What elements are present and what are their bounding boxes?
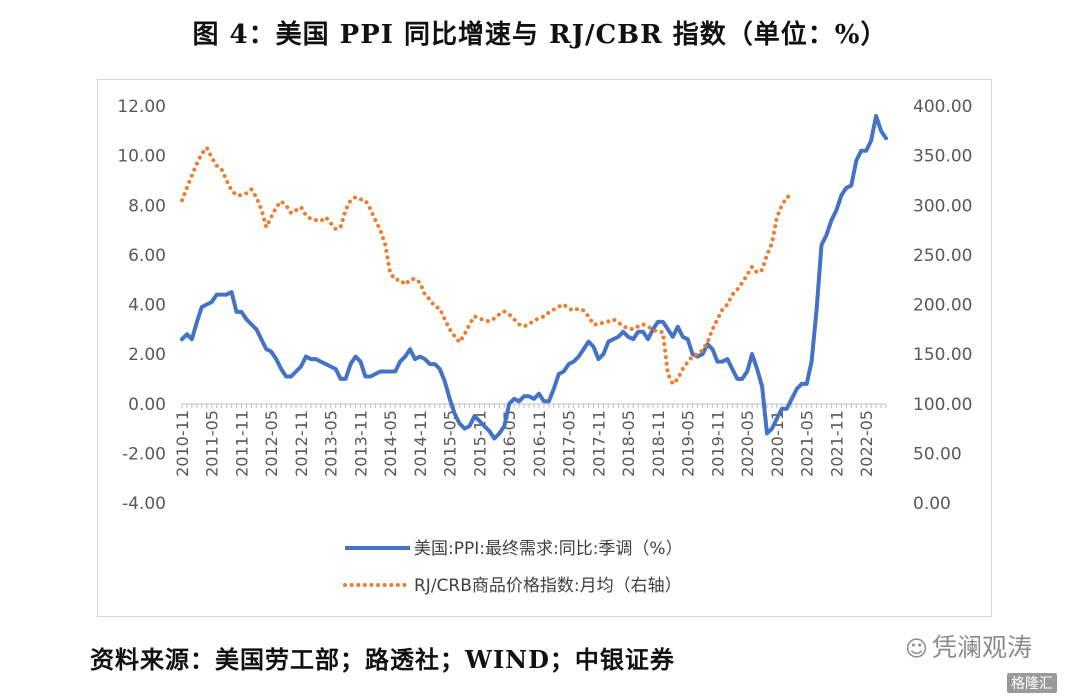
x-tick-label: 2021-11 <box>827 410 846 477</box>
y-left-tick-label: 10.00 <box>117 147 166 167</box>
x-tick-label: 2020-05 <box>738 410 757 477</box>
y-left-tick-label: 4.00 <box>128 296 166 316</box>
x-tick-label: 2014-05 <box>381 410 400 477</box>
source-note: 资料来源：美国劳工部；路透社；WIND；中银证券 <box>90 645 675 674</box>
x-tick-label: 2013-05 <box>322 410 341 477</box>
watermark-text: 凭澜观涛 <box>931 633 1032 662</box>
y-right-tick-label: 50.00 <box>913 444 962 464</box>
y-left-tick-label: 8.00 <box>128 196 166 216</box>
x-tick-label: 2018-11 <box>649 410 668 477</box>
x-tick-label: 2022-05 <box>857 410 876 477</box>
wechat-icon: ☺ <box>905 637 928 662</box>
y-left-tick-label: 2.00 <box>128 345 166 365</box>
y-right-tick-label: 150.00 <box>913 345 972 365</box>
x-tick-label: 2010-11 <box>173 410 192 477</box>
x-tick-label: 2019-05 <box>679 410 698 477</box>
x-tick-label: 2011-05 <box>203 410 222 477</box>
series-line-ppi <box>180 113 888 441</box>
y-right-tick-label: 250.00 <box>913 246 972 266</box>
y-left-tick-label: -2.00 <box>122 444 166 464</box>
x-tick-label: 2016-05 <box>500 410 519 477</box>
y-right-tick-label: 100.00 <box>913 395 972 415</box>
legend-label-ppi: 美国:PPI:最终需求:同比:季调（%） <box>414 539 683 559</box>
chart-frame <box>97 79 992 617</box>
x-tick-label: 2017-11 <box>589 410 608 477</box>
legend-label-crb: RJ/CRB商品价格指数:月均（右轴） <box>414 576 682 596</box>
y-right-tick-label: 200.00 <box>913 296 972 316</box>
x-tick-label: 2019-11 <box>708 410 727 477</box>
y-left-tick-label: -4.00 <box>122 494 166 514</box>
x-tick-label: 2013-11 <box>351 410 370 477</box>
x-tick-label: 2012-05 <box>262 410 281 477</box>
x-tick-label: 2017-05 <box>560 410 579 477</box>
brand-badge: 格隆汇 <box>1007 673 1057 693</box>
x-tick-label: 2012-11 <box>292 410 311 477</box>
series-line-crb <box>180 145 794 386</box>
y-right-tick-label: 350.00 <box>913 147 972 167</box>
x-tick-label: 2021-05 <box>798 410 817 477</box>
y-right-tick-label: 0.00 <box>913 494 951 514</box>
y-right-tick-label: 300.00 <box>913 196 972 216</box>
figure-title: 图 4：美国 PPI 同比增速与 RJ/CBR 指数（单位：%） <box>192 20 888 50</box>
y-right-tick-label: 400.00 <box>913 97 972 117</box>
watermark: ☺ 凭澜观涛 <box>905 628 1032 664</box>
y-left-tick-label: 12.00 <box>117 97 166 117</box>
y-left-tick-label: 0.00 <box>128 395 166 415</box>
x-tick-label: 2018-05 <box>619 410 638 477</box>
x-tick-label: 2011-11 <box>232 410 251 477</box>
x-tick-label: 2014-11 <box>411 410 430 477</box>
x-tick-label: 2015-05 <box>441 410 460 477</box>
x-tick-label: 2016-11 <box>530 410 549 477</box>
y-left-tick-label: 6.00 <box>128 246 166 266</box>
